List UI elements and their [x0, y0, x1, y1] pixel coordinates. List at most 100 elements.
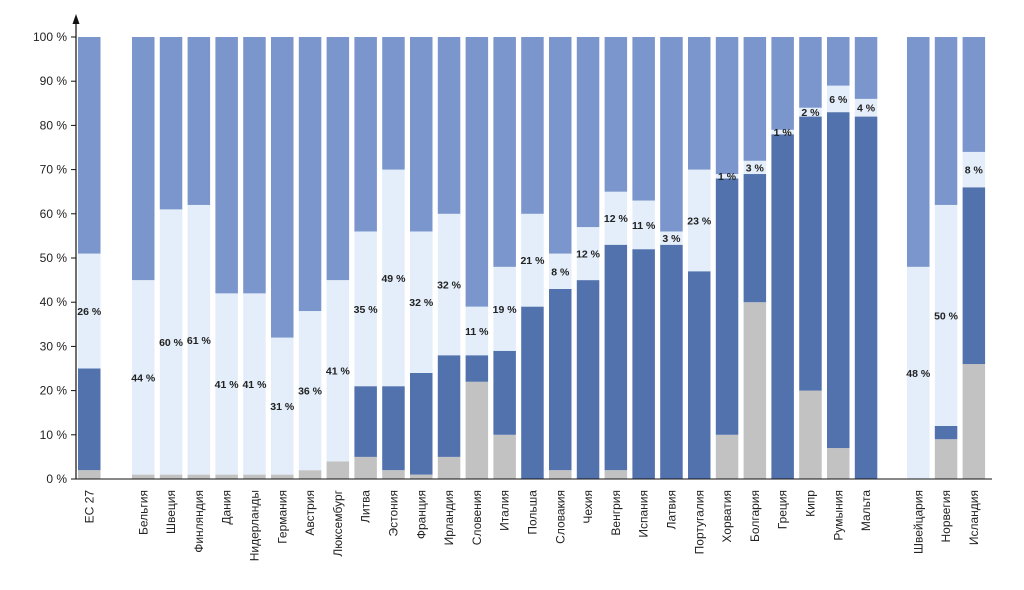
bar-segment [934, 439, 958, 479]
category-label: Люксембург [331, 489, 345, 556]
data-label: 19 % [493, 304, 518, 316]
y-tick-label: 10 % [40, 428, 68, 442]
y-axis-arrow-icon [72, 14, 80, 24]
data-label: 41 % [215, 379, 240, 391]
bar-segment [382, 169, 405, 387]
bar-segment [549, 288, 572, 471]
bar-segment [799, 116, 822, 391]
data-label: 48 % [906, 368, 931, 380]
bar-segment [604, 244, 628, 471]
y-tick-label: 20 % [40, 384, 68, 398]
data-label: 41 % [242, 379, 267, 391]
bar-segment [854, 98, 878, 117]
bar-segment [78, 253, 101, 369]
data-label: 60 % [159, 337, 184, 349]
bar-segment [934, 37, 958, 205]
axis-layer: 0 % 10 % 20 % 30 % 40 % 50 % 60 % 70 % 80 % 90 % 1… [33, 14, 992, 486]
data-label: 44 % [131, 372, 156, 384]
bar-segment [604, 37, 628, 192]
bar-segment [660, 37, 683, 232]
bar-segment [271, 337, 294, 475]
y-tick-label: 80 % [40, 118, 68, 132]
bar-segment [326, 461, 350, 479]
bar-segment [132, 280, 155, 475]
category-label: Италия [498, 490, 512, 531]
bar-segment [437, 355, 461, 457]
bar-segment [962, 364, 986, 479]
y-tick-label: 70 % [40, 163, 68, 177]
bar-segment [78, 470, 101, 479]
category-label: Литва [359, 490, 373, 523]
bar-segment [382, 470, 405, 479]
bars-layer [78, 37, 986, 480]
bar-segment [465, 381, 489, 479]
category-label: Чехия [581, 490, 595, 524]
bar-segment [715, 37, 739, 175]
category-label: Ирландия [442, 490, 456, 545]
data-label: 12 % [576, 249, 601, 261]
bar-segment [465, 306, 489, 356]
bar-segment [907, 37, 930, 267]
bar-segment [132, 474, 155, 479]
bar-segment [437, 456, 461, 479]
category-label: Латвия [664, 490, 678, 529]
bar-segment [688, 169, 711, 272]
bar-segment [743, 174, 767, 303]
bar-segment [827, 448, 850, 479]
bar-segment [799, 37, 822, 108]
bar-segment [243, 37, 266, 294]
bar-segment [243, 474, 266, 479]
bar-segment [465, 355, 489, 382]
bar-segment [827, 85, 850, 113]
data-label: 11 % [632, 220, 656, 232]
category-label: Кипр [803, 490, 817, 517]
category-label: Нидерланды [247, 490, 261, 561]
bar-segment [576, 280, 600, 479]
bar-segment [493, 37, 516, 267]
y-tick-label: 30 % [40, 339, 68, 353]
y-tick-label: 50 % [40, 251, 68, 265]
category-label: Хорватия [720, 490, 734, 543]
bar-segment [660, 244, 683, 479]
bar-segment [827, 112, 850, 449]
category-label: Португалия [692, 490, 706, 554]
bar-segment [187, 474, 211, 479]
category-label: ЕС 27 [82, 490, 96, 524]
bar-segment [437, 213, 461, 356]
bar-segment [743, 160, 767, 175]
bar-segment [962, 187, 986, 365]
bar-segment [549, 470, 572, 479]
bar-segment [78, 37, 101, 254]
category-label: Швеция [164, 490, 178, 534]
bar-segment [934, 425, 958, 440]
category-label: Греция [776, 490, 790, 529]
bar-segment [437, 37, 461, 214]
data-labels-layer: 26 % ЕС 27 44 % Бельгия 60 % Швеция 61 % Финлян… [77, 94, 983, 561]
bar-segment [688, 271, 711, 479]
category-label: Австрия [303, 490, 317, 536]
bar-segment [298, 470, 322, 479]
bar-segment [604, 191, 628, 245]
bar-segment [576, 37, 600, 228]
data-label: 3 % [662, 233, 681, 245]
data-label: 4 % [857, 103, 876, 115]
data-label: 61 % [187, 335, 212, 347]
data-label: 49 % [381, 273, 406, 285]
data-label: 8 % [551, 266, 570, 278]
bar-segment [854, 116, 878, 479]
bar-segment [410, 474, 433, 479]
bar-segment [771, 134, 794, 480]
data-label: 1 % [718, 171, 737, 183]
bar-segment [632, 37, 655, 201]
bar-segment [354, 456, 377, 479]
category-label: Германия [275, 490, 289, 544]
bar-segment [521, 213, 544, 307]
bar-segment [743, 302, 767, 479]
category-label: Мальта [859, 490, 873, 531]
data-label: 36 % [298, 386, 323, 398]
bar-segment [410, 372, 433, 475]
category-label: Исландия [967, 490, 981, 545]
bar-segment [215, 293, 238, 475]
bar-segment [215, 474, 238, 479]
